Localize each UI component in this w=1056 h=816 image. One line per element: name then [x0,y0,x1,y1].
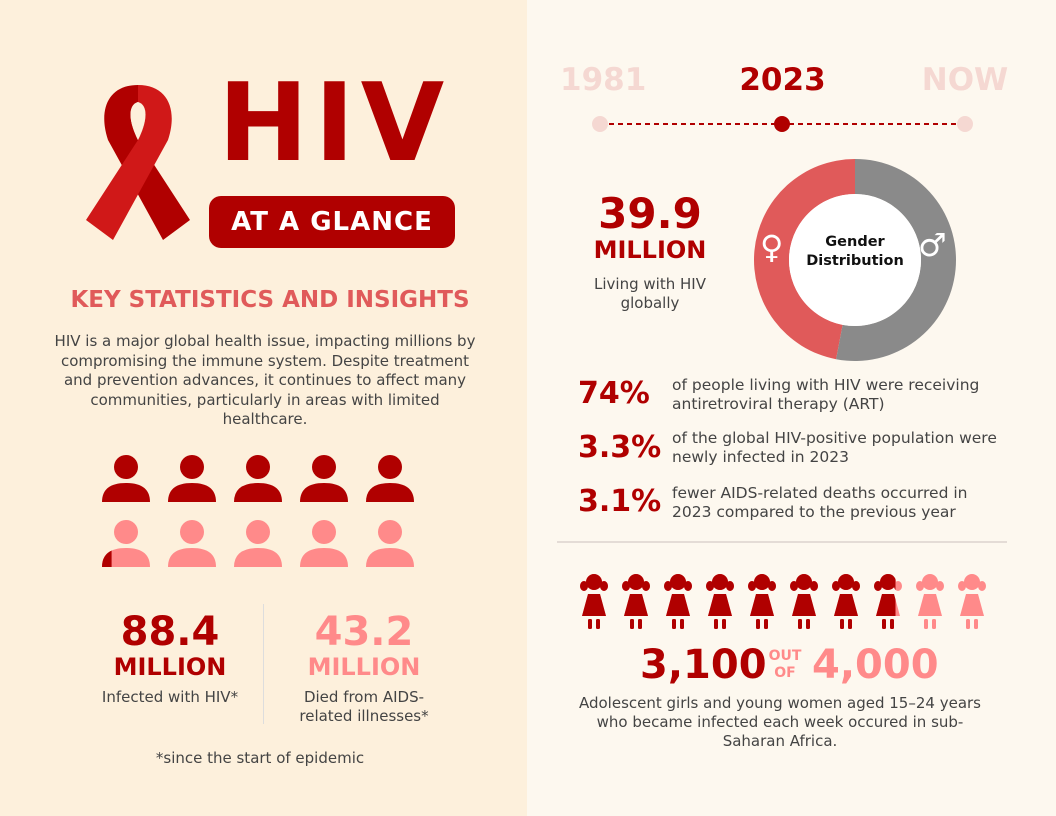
people-icon-grid [102,455,414,567]
girl-icon-row [580,574,986,629]
living-unit: MILLION [593,236,707,264]
stat-text: of people living with HIV were receiving… [672,376,980,413]
stat-value: 74% [578,376,650,411]
died-value: 43.2 [314,609,414,655]
infected-caption: Infected with HIV* [101,688,239,706]
divider [557,541,1007,543]
divider [263,604,264,724]
girl-icon [958,574,986,629]
out-of-label: OUT OF [768,648,802,681]
stat-value: 3.1% [578,484,662,519]
person-icon [234,455,282,502]
girl-icon [832,574,860,629]
girl-icon [580,574,608,629]
person-icon [300,520,348,567]
person-icon [366,520,414,567]
living-caption: Living with HIV globally [594,275,706,312]
subtitle-badge: AT A GLANCE [209,196,455,248]
girl-icon [664,574,692,629]
girls-total: 4,000 [812,642,939,688]
donut-slice-female [754,159,855,360]
girl-icon [790,574,818,629]
infected-unit: MILLION [113,653,227,681]
died-unit: MILLION [307,653,421,681]
stat-value: 3.3% [578,430,662,465]
awareness-ribbon-icon [86,85,190,240]
timeline-track [592,116,973,132]
intro-text: HIV is a major global health issue, impa… [54,332,476,428]
person-icon [102,520,150,567]
person-icon [102,455,150,502]
donut-title: Gender Distribution [806,234,904,269]
person-icon [300,455,348,502]
girl-icon [916,574,944,629]
timeline-2023[interactable]: 2023 [739,62,826,98]
girls-caption: Adolescent girls and young women aged 15… [578,694,981,750]
living-value: 39.9 [598,189,702,238]
girl-icon [622,574,650,629]
stat-text: fewer AIDS-related deaths occurred in 20… [672,484,968,521]
donut-hole [789,194,921,326]
girl-icon [706,574,734,629]
timeline-1981[interactable]: 1981 [560,62,647,98]
timeline-now[interactable]: NOW [921,62,1009,98]
section-heading: KEY STATISTICS AND INSIGHTS [70,287,470,313]
gender-donut-chart [754,159,956,361]
died-caption: Died from AIDS-related illnesses* [299,688,429,725]
stat-text: of the global HIV-positive population we… [672,429,997,466]
person-icon [234,520,282,567]
infected-value: 88.4 [120,609,220,655]
person-icon [168,520,216,567]
female-symbol-icon: ♀ [760,228,784,266]
girls-count: 3,100 [640,642,767,688]
male-symbol-icon: ♂ [918,226,947,264]
title: HIV [218,61,451,186]
girl-icon [748,574,776,629]
person-icon [366,455,414,502]
right-panel [527,0,1056,816]
footnote: *since the start of epidemic [155,749,365,767]
person-icon [168,455,216,502]
girl-icon [874,574,902,629]
donut-slice-male [836,159,956,361]
